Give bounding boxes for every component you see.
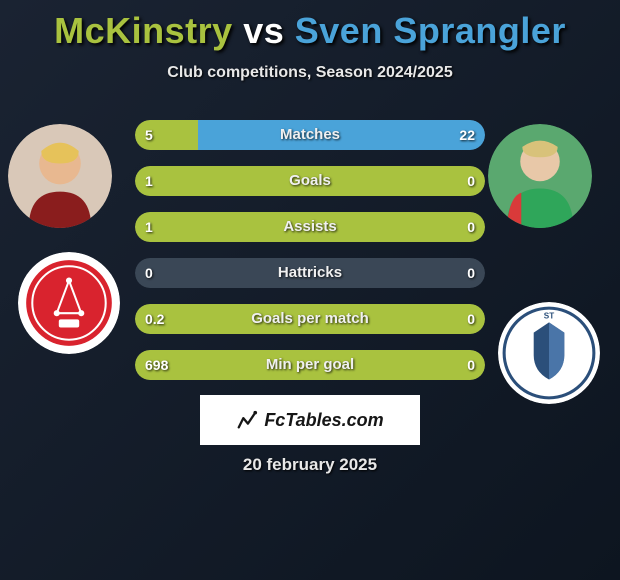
stat-label: Assists	[135, 212, 485, 242]
player1-name: McKinstry	[54, 10, 233, 51]
person-icon	[488, 124, 592, 228]
fctables-text: FcTables.com	[264, 410, 383, 431]
club-badge-left	[18, 252, 120, 354]
fctables-banner: FcTables.com	[200, 395, 420, 445]
person-icon	[8, 124, 112, 228]
stat-label: Goals	[135, 166, 485, 196]
stats-panel: 522Matches 10Goals 10Assists 00Hattricks 0.2…	[135, 120, 485, 396]
stat-row: 00Hattricks	[135, 258, 485, 288]
vs-text: vs	[243, 10, 284, 51]
club-badge-right: ST	[498, 302, 600, 404]
stat-row: 0.20Goals per match	[135, 304, 485, 334]
date-text: 20 february 2025	[0, 455, 620, 475]
stat-row: 10Assists	[135, 212, 485, 242]
stat-label: Hattricks	[135, 258, 485, 288]
player-avatar-left	[8, 124, 112, 228]
stat-row: 522Matches	[135, 120, 485, 150]
stat-row: 6980Min per goal	[135, 350, 485, 380]
stat-row: 10Goals	[135, 166, 485, 196]
subtitle: Club competitions, Season 2024/2025	[0, 64, 620, 82]
club-crest-icon	[18, 252, 120, 354]
svg-text:ST: ST	[544, 311, 554, 320]
comparison-title: McKinstry vs Sven Sprangler	[0, 0, 620, 52]
fctables-logo-icon	[236, 409, 258, 431]
stat-label: Goals per match	[135, 304, 485, 334]
stat-label: Min per goal	[135, 350, 485, 380]
player2-name: Sven Sprangler	[295, 10, 566, 51]
player-avatar-right	[488, 124, 592, 228]
stat-label: Matches	[135, 120, 485, 150]
club-crest-icon: ST	[498, 302, 600, 404]
